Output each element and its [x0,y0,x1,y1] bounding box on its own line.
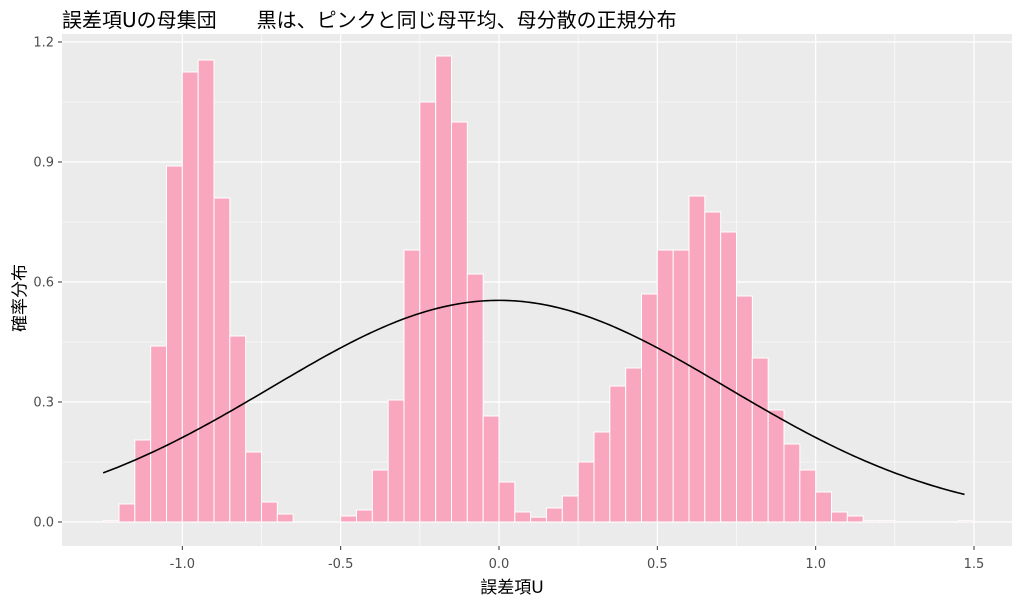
x-tick-label: 1.5 [964,557,985,572]
histogram-bar [625,367,643,523]
chart-title: 誤差項Uの母集団 黒は、ピンクと同じ母平均、母分散の正規分布 [62,8,677,32]
histogram-bar [245,451,263,523]
histogram-bar [166,165,183,523]
histogram-bar [704,211,722,523]
histogram-bar [514,511,532,523]
y-tick-label: 1.2 [33,36,54,51]
x-tick-label: 0.0 [489,557,510,572]
histogram-bar [862,520,880,523]
histogram-bar [799,469,817,523]
histogram-bar [736,295,753,523]
histogram-bar [356,509,373,523]
histogram-bar [656,249,674,523]
histogram-bar [150,345,168,523]
histogram-bar [577,461,595,523]
histogram-bar [134,439,152,523]
histogram-bar [213,197,231,523]
histogram-bar [815,491,833,523]
histogram-bar [102,520,120,523]
histogram-bar [197,59,215,523]
histogram-bar [831,511,848,523]
histogram-bar [118,503,136,523]
histogram-bar [672,249,690,523]
histogram-bar [435,55,452,523]
axes: -1.0 -0.5 0.0 0.5 1.0 1.5 0.0 0.3 0.6 0.9 1.2 [33,36,984,573]
histogram-bar [530,516,548,523]
y-tick-label: 0.0 [33,516,54,531]
histogram-bar [403,249,421,523]
histogram-bar [498,481,516,523]
x-tick-label: 0.5 [647,557,668,572]
histogram-bar [387,399,405,523]
normal-density-curve [102,299,965,496]
histogram-bar [767,409,785,523]
histogram-bar [878,520,896,523]
x-tick-label: -1.0 [170,557,195,572]
histogram-bar [957,520,975,523]
histogram-bar [609,385,627,523]
x-axis-label: 誤差項U [480,578,544,598]
histogram-bar [846,515,864,523]
histogram-bar [720,231,738,523]
histogram-bar [451,121,468,523]
x-tick-label: 1.0 [805,557,826,572]
histogram-bar [751,357,769,523]
histogram-bar [276,513,294,523]
histogram-bar [181,71,199,523]
x-tick-label: -0.5 [328,557,353,572]
histogram-bar [783,443,801,523]
histogram-bar [688,195,706,523]
histogram-bar [546,507,563,523]
y-tick-label: 0.6 [33,276,54,291]
histogram-bars [102,55,975,523]
y-tick-label: 0.3 [33,396,54,411]
histogram-bar [261,501,278,523]
histogram-bar [371,469,389,523]
y-tick-label: 0.9 [33,156,54,171]
y-axis-label: 確率分布 [10,264,31,332]
histogram-bar [340,515,357,523]
histogram-bar [593,431,611,523]
histogram-bar [466,273,484,523]
histogram-bar [482,415,500,523]
histogram-bar [229,335,247,523]
histogram-bar [561,495,579,523]
histogram-bar [641,293,658,523]
